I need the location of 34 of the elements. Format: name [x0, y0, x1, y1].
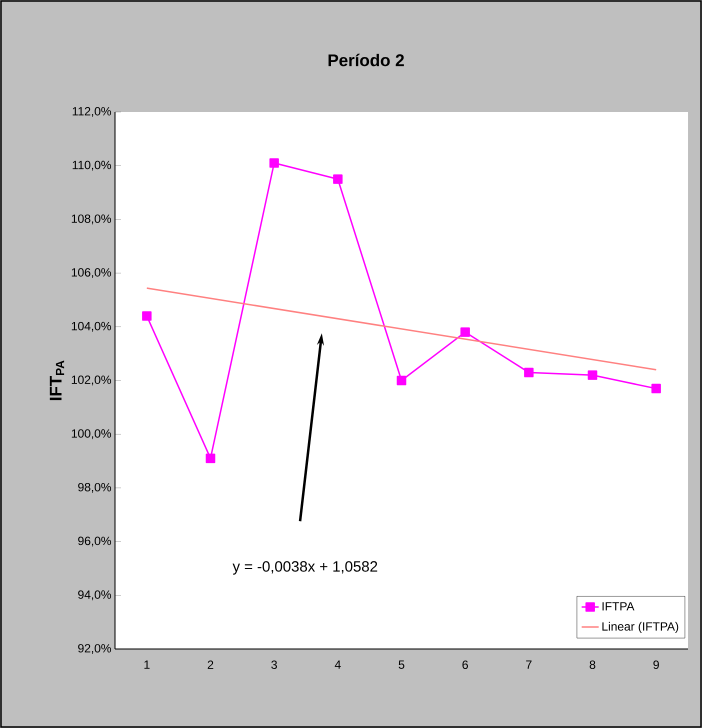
x-tick-label: 6	[462, 660, 468, 669]
x-tick-label: 1	[144, 660, 150, 669]
point	[588, 370, 598, 380]
point	[333, 174, 343, 184]
y-tick-label: 104,0%	[72, 322, 112, 332]
x-tick-label: 7	[526, 660, 532, 669]
y-tick-label: 106,0%	[72, 268, 112, 278]
y-tick-label: 108,0%	[72, 214, 112, 224]
point	[524, 368, 534, 378]
x-tick-label: 4	[334, 660, 341, 669]
point	[396, 376, 406, 386]
y-axis-title: IFT$_{PA}$	[50, 360, 64, 400]
annotation: y = -0,0038x + 1,0582	[232, 561, 378, 575]
x-tick-label: 2	[208, 660, 214, 669]
y-tick-label: 94,0%	[78, 590, 112, 600]
legend-label: Linear (IFTPA)	[602, 622, 678, 634]
y-tick-label: 100,0%	[72, 429, 112, 440]
point	[651, 384, 661, 394]
point	[142, 311, 152, 321]
legend-label: IFTPA	[602, 602, 634, 610]
chart-title: Período 2	[328, 54, 404, 66]
point	[460, 327, 470, 337]
y-tick-label: 110,0%	[72, 160, 112, 171]
x-tick-label: 5	[398, 660, 404, 669]
point	[206, 454, 216, 464]
y-tick-label: 98,0%	[78, 482, 112, 493]
y-tick-label: 102,0%	[72, 376, 112, 386]
x-tick-label: 8	[590, 660, 596, 669]
y-tick-label: 92,0%	[78, 644, 112, 654]
y-tick-label: 112,0%	[72, 107, 112, 117]
x-tick-label: 9	[653, 660, 659, 669]
y-tick-label: 96,0%	[78, 536, 112, 547]
point	[269, 158, 279, 168]
x-tick-label: 3	[271, 660, 277, 669]
